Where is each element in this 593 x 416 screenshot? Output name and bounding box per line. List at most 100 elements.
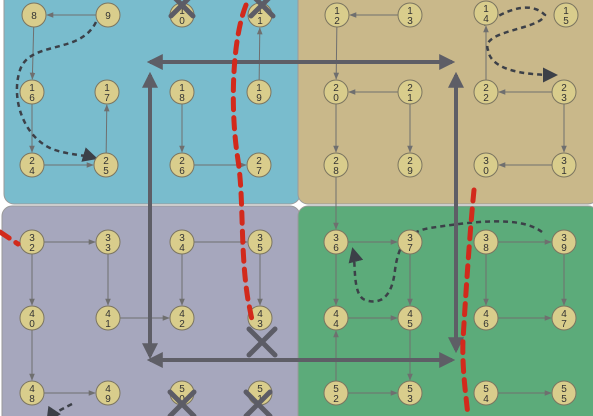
node-label-bottom: 4 bbox=[333, 319, 339, 330]
node-40: 40 bbox=[19, 305, 45, 331]
node-label-bottom: 6 bbox=[29, 93, 35, 104]
node-circle bbox=[246, 152, 272, 178]
node-circle bbox=[19, 229, 45, 255]
node-label-bottom: 8 bbox=[333, 166, 339, 177]
node-label-bottom: 1 bbox=[407, 93, 413, 104]
node-label-bottom: 2 bbox=[29, 243, 35, 254]
node-label-top: 2 bbox=[561, 83, 567, 94]
node-label-bottom: 2 bbox=[179, 319, 185, 330]
node-label-top: 1 bbox=[179, 6, 185, 17]
node-23: 23 bbox=[551, 79, 577, 105]
node-circle bbox=[19, 305, 45, 331]
node-label-top: 2 bbox=[333, 156, 339, 167]
node-label-bottom: 0 bbox=[179, 394, 185, 405]
node-label-bottom: 9 bbox=[561, 243, 567, 254]
node-circle bbox=[473, 79, 499, 105]
node-12: 12 bbox=[324, 2, 350, 28]
node-label-bottom: 5 bbox=[103, 166, 109, 177]
node-label-top: 4 bbox=[29, 384, 35, 395]
node-label-top: 2 bbox=[483, 83, 489, 94]
node-label-top: 4 bbox=[179, 309, 185, 320]
node-19: 19 bbox=[246, 79, 272, 105]
node-label-top: 1 bbox=[104, 83, 110, 94]
node-circle bbox=[95, 380, 121, 406]
cross-stroke bbox=[246, 326, 278, 358]
node-circle bbox=[21, 2, 47, 28]
node-label-bottom: 7 bbox=[407, 243, 413, 254]
node-label-bottom: 6 bbox=[483, 319, 489, 330]
node-24: 24 bbox=[19, 152, 45, 178]
node-label-bottom: 9 bbox=[105, 394, 111, 405]
node-label-bottom: 7 bbox=[104, 93, 110, 104]
node-17: 17 bbox=[94, 79, 120, 105]
node-circle bbox=[323, 305, 349, 331]
node-label-bottom: 4 bbox=[29, 166, 35, 177]
node-label-top: 1 bbox=[563, 6, 569, 17]
node-label-top: 2 bbox=[179, 156, 185, 167]
cross-stroke bbox=[167, 389, 197, 416]
node-25: 25 bbox=[93, 152, 119, 178]
node-label-top: 1 bbox=[257, 6, 263, 17]
node-circle bbox=[323, 229, 349, 255]
red-dashed-line-center bbox=[230, 2, 255, 323]
node-label-top: 5 bbox=[407, 384, 413, 395]
node-label-top: 3 bbox=[483, 233, 489, 244]
node-label-top: 5 bbox=[561, 384, 567, 395]
node-label-top: 5 bbox=[179, 384, 185, 395]
node-39: 39 bbox=[551, 229, 577, 255]
node-45: 45 bbox=[397, 305, 423, 331]
node-34: 34 bbox=[169, 229, 195, 255]
node-circle bbox=[473, 305, 499, 331]
node-label-bottom: 9 bbox=[407, 166, 413, 177]
cross-node-51 bbox=[243, 389, 273, 416]
node-label-bottom: 0 bbox=[179, 16, 185, 27]
edge-19-to-11 bbox=[256, 27, 263, 81]
edge-12-to-20 bbox=[333, 26, 340, 80]
node-label-top: 4 bbox=[333, 309, 339, 320]
cross-stroke bbox=[243, 389, 273, 416]
node-label-top: 1 bbox=[407, 6, 413, 17]
node-label-bottom: 7 bbox=[256, 166, 262, 177]
node-label-bottom: 2 bbox=[483, 93, 489, 104]
node-30: 30 bbox=[473, 152, 499, 178]
node-circle bbox=[169, 79, 195, 105]
node-label-top: 3 bbox=[29, 233, 35, 244]
node-label-bottom: 1 bbox=[257, 16, 263, 27]
node-circle bbox=[323, 152, 349, 178]
node-35: 35 bbox=[247, 229, 273, 255]
node-circle bbox=[19, 380, 45, 406]
node-8: 8 bbox=[21, 2, 47, 28]
node-circle bbox=[551, 152, 577, 178]
node-label-top: 4 bbox=[257, 309, 263, 320]
node-label-bottom: 4 bbox=[483, 394, 489, 405]
cross-stroke bbox=[248, 0, 271, 19]
node-circle bbox=[551, 229, 577, 255]
node-49: 49 bbox=[95, 380, 121, 406]
node-circle bbox=[397, 229, 423, 255]
node-circle bbox=[397, 2, 423, 28]
cross-node-11 bbox=[248, 0, 276, 19]
node-label-bottom: 0 bbox=[333, 93, 339, 104]
node-label-top: 2 bbox=[103, 156, 109, 167]
node-label-top: 4 bbox=[105, 309, 111, 320]
node-31: 31 bbox=[551, 152, 577, 178]
node-circle bbox=[397, 305, 423, 331]
red-dashed-line-left bbox=[0, 229, 21, 247]
node-circle bbox=[94, 79, 120, 105]
node-label-top: 3 bbox=[483, 156, 489, 167]
node-label-bottom: 5 bbox=[257, 243, 263, 254]
node-label: 9 bbox=[105, 11, 111, 22]
node-label-bottom: 3 bbox=[105, 243, 111, 254]
node-22: 22 bbox=[473, 79, 499, 105]
node-label-top: 2 bbox=[256, 156, 262, 167]
node-circle bbox=[323, 380, 349, 406]
node-circle bbox=[247, 229, 273, 255]
dashed-path-top-right bbox=[483, 6, 558, 83]
node-label-top: 3 bbox=[333, 233, 339, 244]
node-label-bottom: 0 bbox=[483, 166, 489, 177]
node-label-top: 5 bbox=[257, 384, 263, 395]
node-48: 48 bbox=[19, 380, 45, 406]
node-label-top: 5 bbox=[483, 384, 489, 395]
node-label-bottom: 6 bbox=[179, 166, 185, 177]
node-label-top: 4 bbox=[483, 309, 489, 320]
